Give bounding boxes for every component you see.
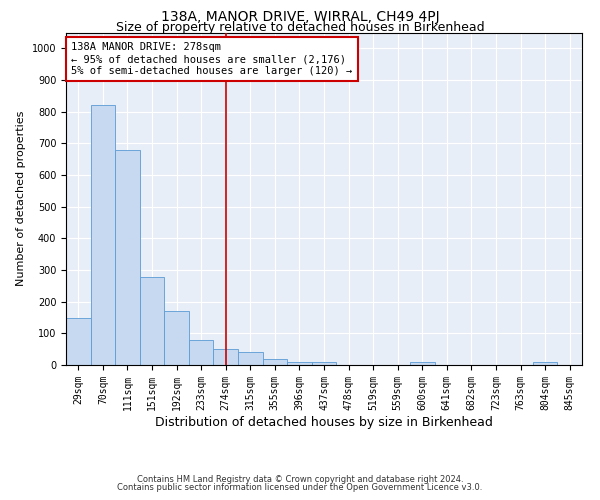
Bar (263, 360, 287, 365)
Text: 138A MANOR DRIVE: 278sqm
← 95% of detached houses are smaller (2,176)
5% of semi: 138A MANOR DRIVE: 278sqm ← 95% of detach… (71, 42, 352, 76)
Bar (189, 340, 214, 365)
X-axis label: Distribution of detached houses by size in Birkenhead: Distribution of detached houses by size … (155, 416, 493, 428)
Bar (115, 150, 140, 365)
Y-axis label: Number of detached properties: Number of detached properties (16, 111, 26, 286)
Bar (214, 349, 238, 365)
Bar (312, 362, 336, 365)
Text: Contains public sector information licensed under the Open Government Licence v3: Contains public sector information licen… (118, 484, 482, 492)
Bar (140, 277, 164, 365)
Bar (533, 362, 557, 365)
Bar (164, 311, 189, 365)
Bar (91, 106, 115, 365)
Text: 138A, MANOR DRIVE, WIRRAL, CH49 4PJ: 138A, MANOR DRIVE, WIRRAL, CH49 4PJ (161, 10, 439, 24)
Bar (66, 318, 91, 365)
Bar (287, 362, 312, 365)
Bar (238, 352, 263, 365)
Text: Contains HM Land Registry data © Crown copyright and database right 2024.: Contains HM Land Registry data © Crown c… (137, 475, 463, 484)
Text: Size of property relative to detached houses in Birkenhead: Size of property relative to detached ho… (116, 21, 484, 34)
Bar (410, 362, 434, 365)
